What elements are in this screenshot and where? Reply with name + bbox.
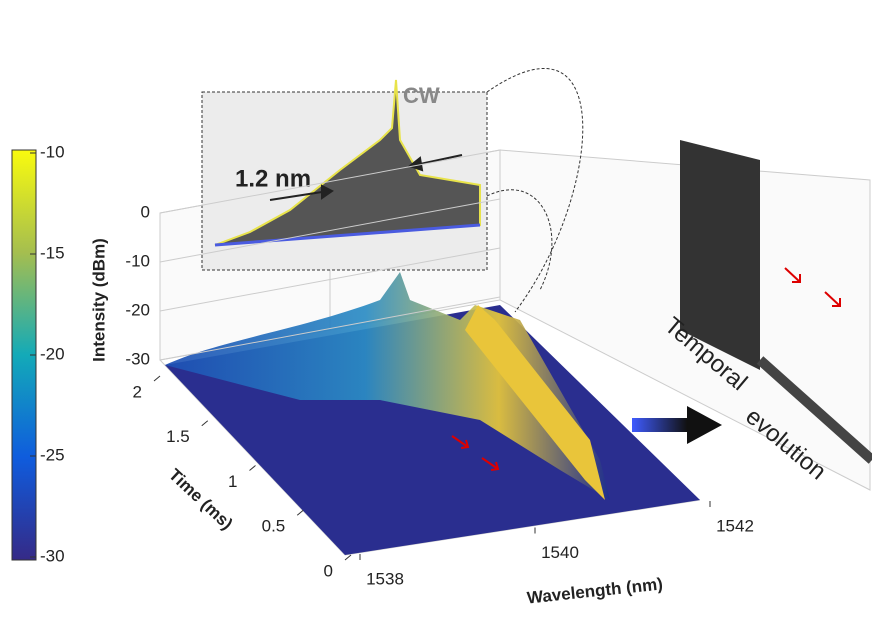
width-label: 1.2 nm	[235, 165, 311, 192]
inset-baseline	[214, 223, 481, 247]
time-tick-label: 0	[324, 561, 333, 580]
z-grid-line	[159, 149, 501, 214]
colorbar-tick-label: -25	[40, 445, 65, 464]
wavelength-axis-label: Wavelength (nm)	[526, 574, 664, 607]
time-tick-label: 0.5	[262, 517, 286, 536]
z-grid-line	[159, 296, 501, 361]
inset-connector	[486, 67, 584, 313]
colorbar-tick-label: -15	[40, 243, 65, 262]
z-grid-line	[159, 247, 501, 312]
time-tick	[344, 554, 352, 561]
time-tick-label: 1.5	[166, 427, 190, 446]
time-tick-label: 2	[133, 382, 142, 401]
inset-spectrum	[214, 79, 481, 246]
z-tick-label: 0	[141, 202, 150, 221]
colorbar-tick-label: -10	[40, 142, 65, 161]
colorbar-tick-label: -30	[40, 546, 65, 565]
z-grid-line	[159, 198, 501, 263]
peak-label: CW	[403, 83, 440, 108]
z-tick-label: -30	[125, 349, 150, 368]
z-tick-label: -10	[125, 251, 150, 270]
wavelength-tick-label: 1542	[716, 516, 754, 535]
red-arrows	[451, 267, 841, 471]
time-tick	[153, 375, 161, 382]
width-arrows	[269, 154, 463, 201]
time-tick	[296, 509, 304, 516]
time-axis-label: Time (ms)	[165, 465, 236, 533]
evolution-arrowhead	[687, 406, 722, 444]
z-tick-label: -20	[125, 300, 150, 319]
time-tick-label: 1	[228, 472, 237, 491]
colorbar-tick-label: -20	[40, 344, 65, 363]
wavelength-tick-label: 1540	[541, 543, 579, 562]
time-tick	[249, 465, 256, 471]
temporal-trace	[680, 140, 760, 370]
surface-peak	[465, 305, 605, 500]
colorbar-label: Intensity (dBm)	[89, 238, 108, 362]
temporal-tail	[756, 356, 872, 464]
evolution-arrow	[632, 418, 687, 432]
time-tick	[201, 420, 209, 427]
wavelength-tick-label: 1538	[366, 569, 404, 588]
